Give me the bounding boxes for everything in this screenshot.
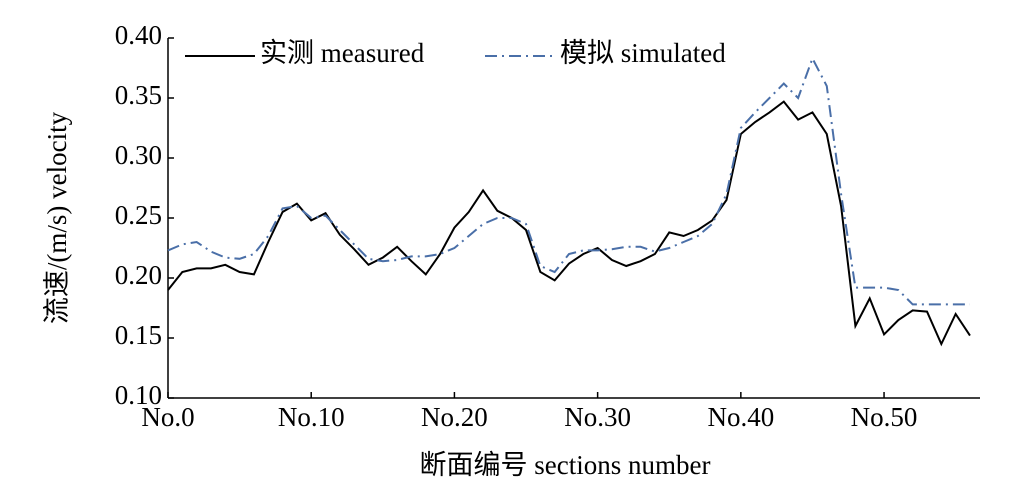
y-tick-label: 0.35 — [115, 80, 162, 110]
x-tick-label: No.40 — [707, 402, 774, 432]
x-tick-label: No.0 — [141, 402, 194, 432]
legend-label: 模拟 simulated — [560, 38, 726, 68]
y-tick-label: 0.25 — [115, 200, 162, 230]
y-tick-label: 0.15 — [115, 320, 162, 350]
x-tick-label: No.30 — [564, 402, 631, 432]
x-tick-label: No.10 — [278, 402, 345, 432]
y-tick-label: 0.30 — [115, 140, 162, 170]
x-tick-label: No.20 — [421, 402, 488, 432]
y-tick-label: 0.40 — [115, 20, 162, 50]
x-tick-label: No.50 — [851, 402, 918, 432]
y-tick-label: 0.20 — [115, 260, 162, 290]
y-axis-label: 流速/(m/s) velocity — [42, 111, 72, 324]
legend-label: 实测 measured — [260, 38, 425, 68]
series-line — [167, 55, 970, 306]
series-line — [167, 100, 971, 347]
x-axis-label: 断面编号 sections number — [420, 450, 711, 480]
y-tick-label: 0.10 — [115, 380, 162, 410]
